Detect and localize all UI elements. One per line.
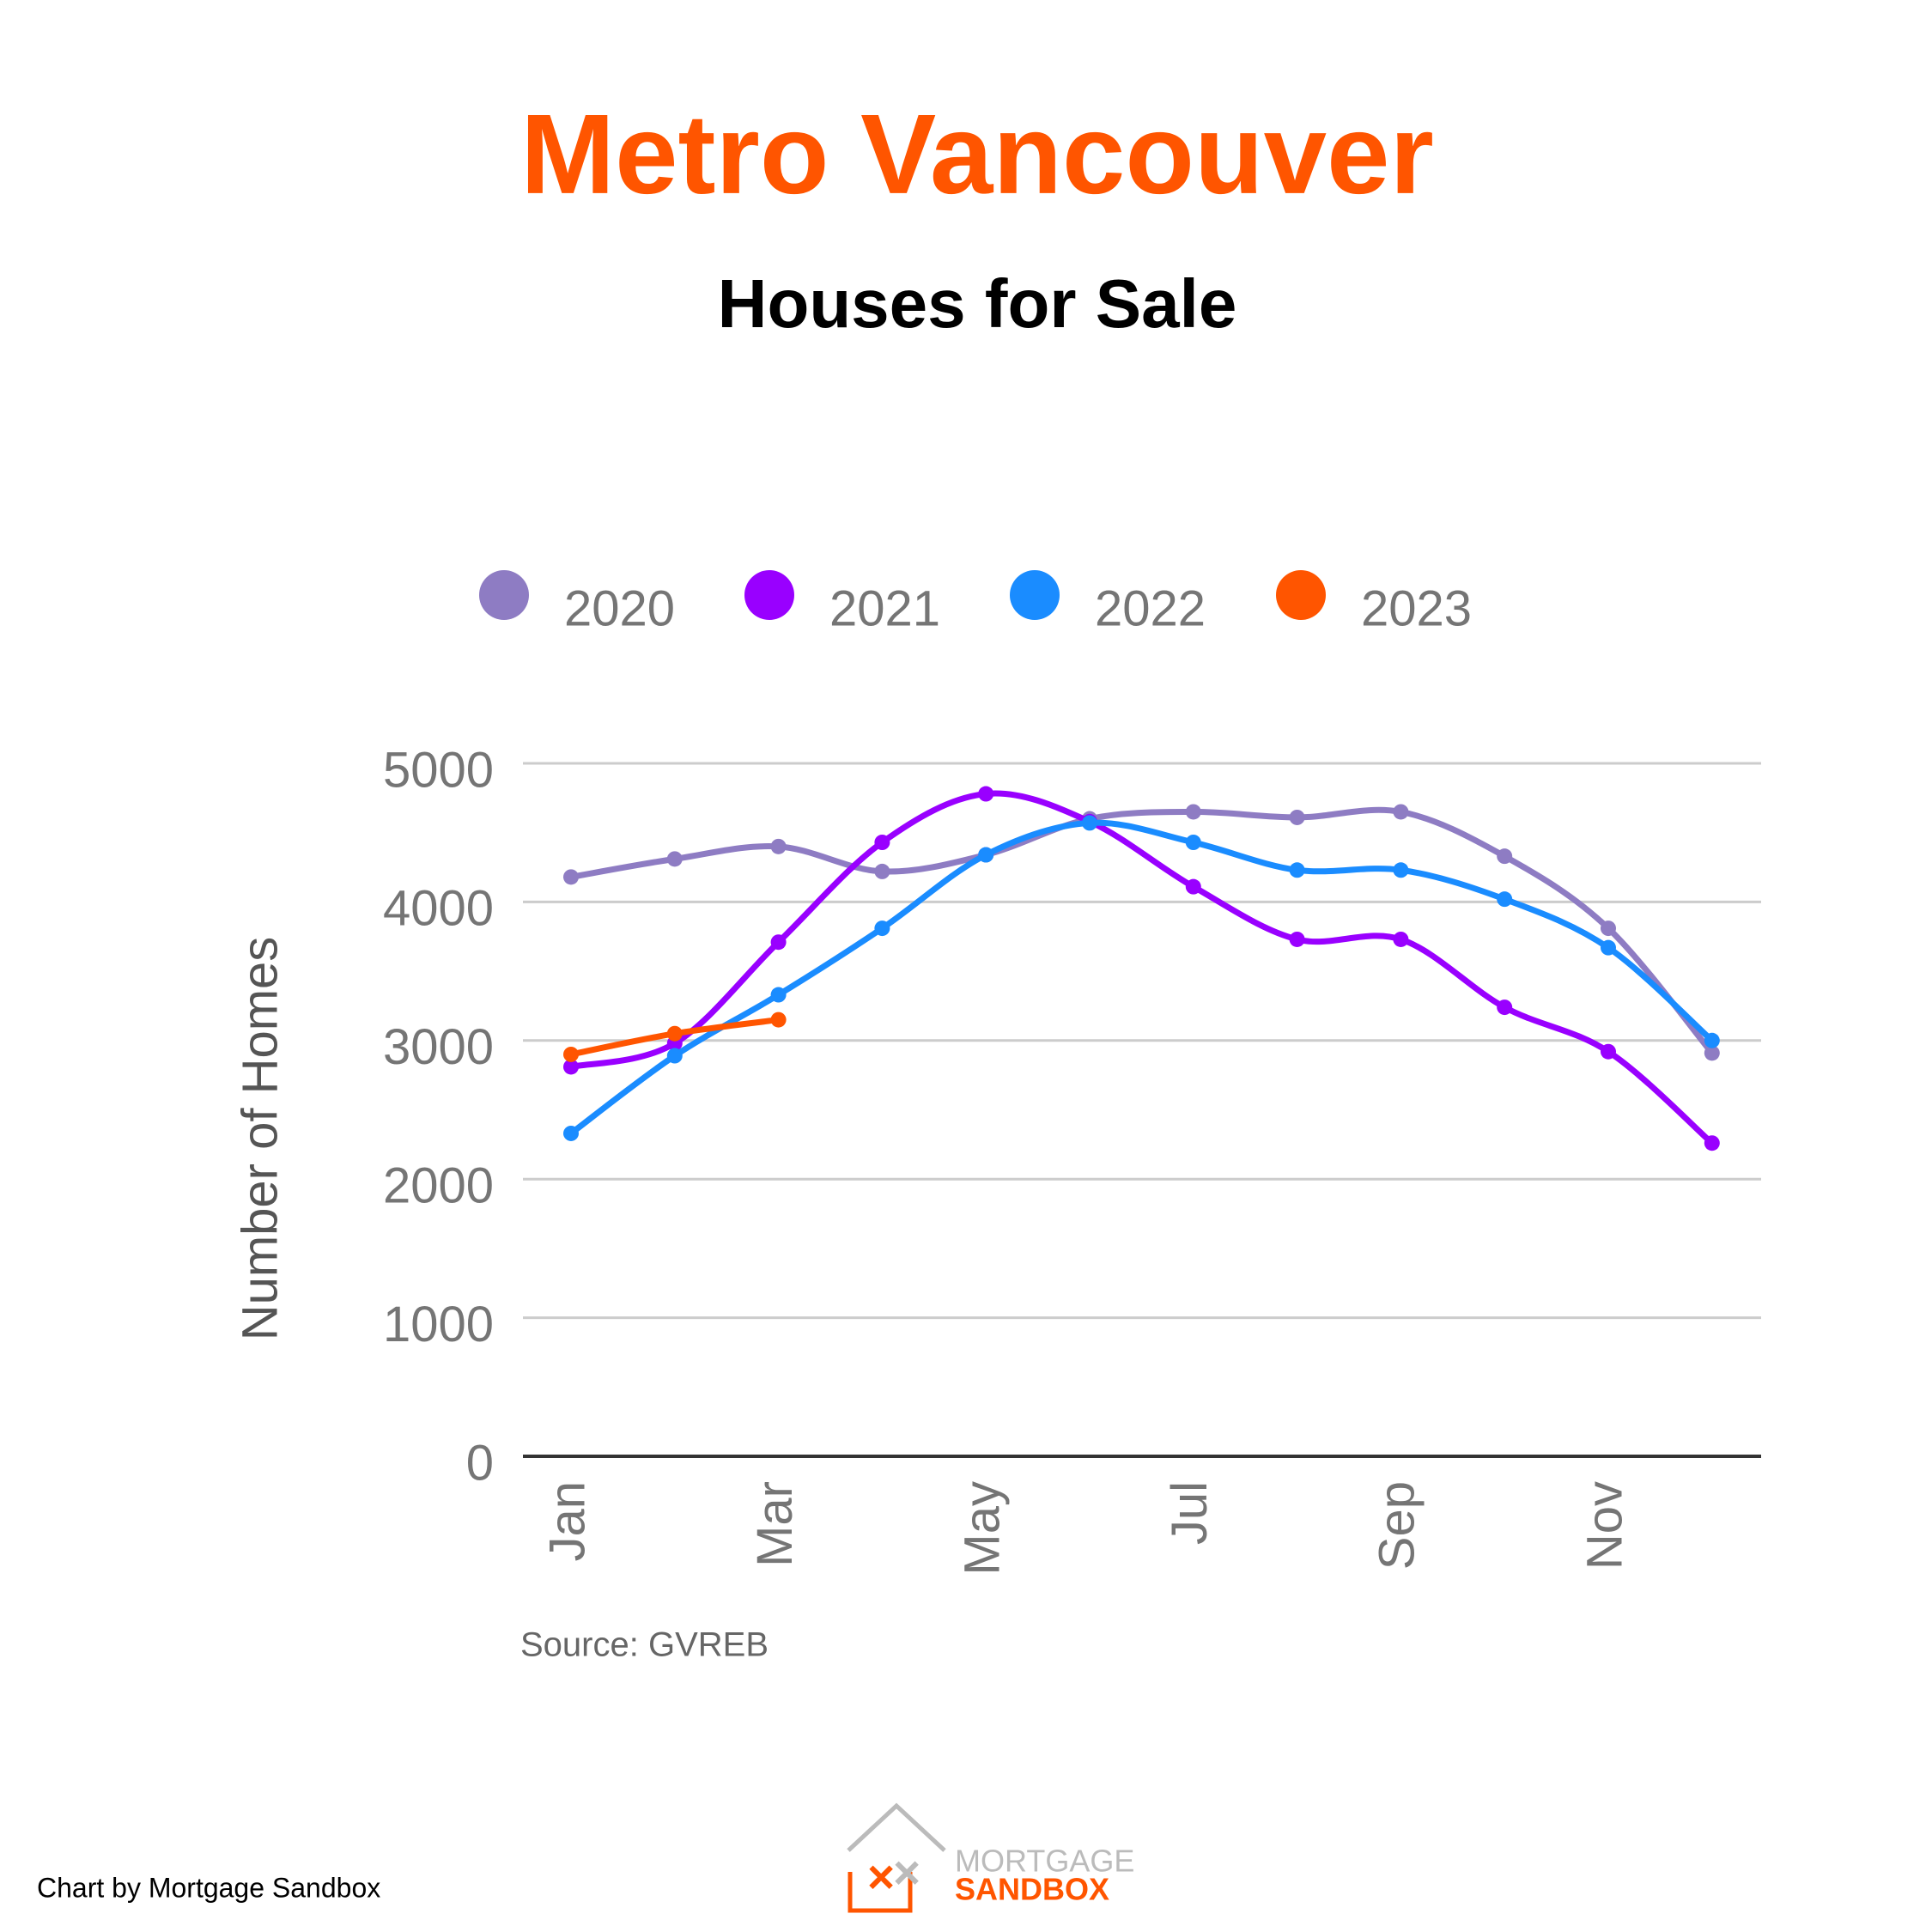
data-point <box>770 934 787 951</box>
chart-title: Metro Vancouver <box>520 91 1434 217</box>
legend-label: 2020 <box>564 580 675 636</box>
logo-frame <box>848 1872 913 1913</box>
data-point <box>1497 999 1513 1016</box>
data-point <box>563 869 579 885</box>
data-point <box>1497 848 1513 865</box>
x-tick-label: Jul <box>1162 1481 1218 1545</box>
credit: Chart by Mortgage Sandbox <box>37 1872 380 1903</box>
series-line <box>570 790 1715 1145</box>
data-point <box>1289 931 1305 947</box>
data-point <box>563 1125 579 1141</box>
data-point <box>770 1012 787 1028</box>
x-tick-label: Sep <box>1370 1481 1425 1570</box>
data-point <box>874 834 890 850</box>
data-point <box>770 838 787 854</box>
data-point <box>770 987 787 1003</box>
x-tick-label: Nov <box>1577 1481 1632 1570</box>
data-point <box>666 1025 683 1042</box>
chart-subtitle: Houses for Sale <box>718 265 1237 342</box>
legend-label: 2022 <box>1095 580 1206 636</box>
data-point <box>1704 1032 1720 1048</box>
data-point <box>1601 920 1616 937</box>
data-point <box>874 863 890 879</box>
y-tick-label: 4000 <box>383 881 494 937</box>
logo-text: SANDBOX <box>955 1872 1109 1907</box>
x-tick-label: Jan <box>539 1481 595 1562</box>
data-point <box>1185 804 1201 820</box>
data-point <box>978 847 994 863</box>
data-point <box>1185 834 1201 850</box>
data-point <box>1393 931 1409 947</box>
data-point <box>1393 804 1409 820</box>
data-point <box>666 1048 683 1064</box>
y-axis-label: Number of Homes <box>232 937 288 1341</box>
data-point <box>874 920 890 937</box>
legend-swatch <box>479 570 529 620</box>
data-point <box>1082 815 1097 831</box>
y-tick-label: 1000 <box>383 1297 494 1352</box>
data-point <box>1601 1043 1616 1060</box>
y-tick-label: 3000 <box>383 1019 494 1075</box>
data-point <box>563 1046 579 1062</box>
logo-mark: × <box>867 1850 895 1904</box>
legend-swatch <box>1276 570 1326 620</box>
legend-label: 2023 <box>1361 580 1472 636</box>
y-tick-label: 0 <box>466 1435 494 1491</box>
x-tick-label: May <box>955 1481 1011 1576</box>
data-point <box>1704 1135 1720 1151</box>
legend-swatch <box>744 570 794 620</box>
data-point <box>666 851 683 867</box>
logo: × × MORTGAGE SANDBOX <box>847 1802 1134 1913</box>
y-tick-label: 2000 <box>383 1158 494 1214</box>
data-point <box>1601 939 1616 956</box>
data-point <box>1704 1045 1720 1061</box>
x-tick-label: Mar <box>747 1481 803 1567</box>
y-tick-label: 5000 <box>383 742 494 798</box>
series-line <box>568 819 1715 1136</box>
logo-mark: × <box>893 1846 920 1899</box>
data-point <box>1497 891 1513 908</box>
data-point <box>1185 878 1201 895</box>
data-point <box>1289 862 1305 878</box>
legend-swatch <box>1010 570 1060 620</box>
legend-label: 2021 <box>829 580 940 636</box>
logo-text: MORTGAGE <box>955 1844 1134 1879</box>
data-point <box>978 786 994 802</box>
data-point <box>1393 862 1409 878</box>
data-point <box>563 1059 579 1075</box>
data-point <box>1289 809 1305 825</box>
source: Source: GVREB <box>520 1626 769 1664</box>
logo-roof <box>847 1802 946 1852</box>
